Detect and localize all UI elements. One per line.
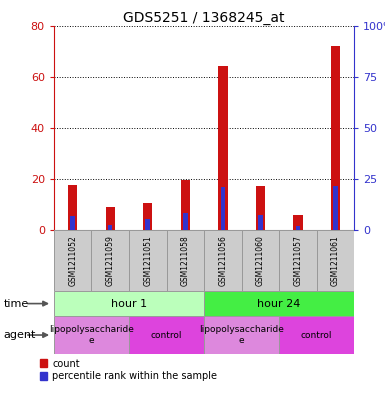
Bar: [181, 180, 190, 230]
Bar: [204, 230, 242, 291]
Text: time: time: [4, 299, 29, 309]
Bar: [333, 186, 338, 230]
Bar: [293, 215, 303, 230]
Text: GSM1211052: GSM1211052: [68, 235, 77, 286]
Bar: [204, 291, 354, 316]
Title: GDS5251 / 1368245_at: GDS5251 / 1368245_at: [123, 11, 285, 24]
Bar: [331, 46, 340, 230]
Text: GSM1211051: GSM1211051: [143, 235, 152, 286]
Bar: [68, 185, 77, 230]
Bar: [296, 226, 300, 230]
Text: hour 24: hour 24: [258, 299, 301, 309]
Bar: [279, 316, 354, 354]
Bar: [70, 216, 75, 230]
Bar: [183, 213, 187, 230]
Bar: [146, 219, 150, 230]
Bar: [108, 225, 112, 230]
Bar: [166, 230, 204, 291]
Text: lipopolysaccharide
e: lipopolysaccharide e: [49, 325, 134, 345]
Bar: [92, 230, 129, 291]
Bar: [279, 230, 316, 291]
Bar: [143, 203, 152, 230]
Text: GSM1211060: GSM1211060: [256, 235, 265, 286]
Text: GSM1211056: GSM1211056: [218, 235, 227, 286]
Text: agent: agent: [4, 330, 36, 340]
Bar: [129, 230, 166, 291]
Text: GSM1211059: GSM1211059: [106, 235, 115, 286]
Bar: [204, 316, 279, 354]
Bar: [256, 186, 265, 230]
Text: GSM1211061: GSM1211061: [331, 235, 340, 286]
Bar: [129, 316, 204, 354]
Bar: [221, 187, 225, 230]
Text: control: control: [301, 331, 332, 340]
Legend: count, percentile rank within the sample: count, percentile rank within the sample: [40, 358, 217, 382]
Bar: [316, 230, 354, 291]
Bar: [54, 230, 92, 291]
Text: control: control: [151, 331, 182, 340]
Bar: [54, 291, 204, 316]
Text: hour 1: hour 1: [111, 299, 147, 309]
Text: lipopolysaccharide
e: lipopolysaccharide e: [199, 325, 284, 345]
Text: GSM1211058: GSM1211058: [181, 235, 190, 286]
Bar: [54, 316, 129, 354]
Text: GSM1211057: GSM1211057: [293, 235, 302, 286]
Bar: [258, 215, 263, 230]
Bar: [218, 66, 228, 230]
Bar: [105, 207, 115, 230]
Bar: [242, 230, 279, 291]
